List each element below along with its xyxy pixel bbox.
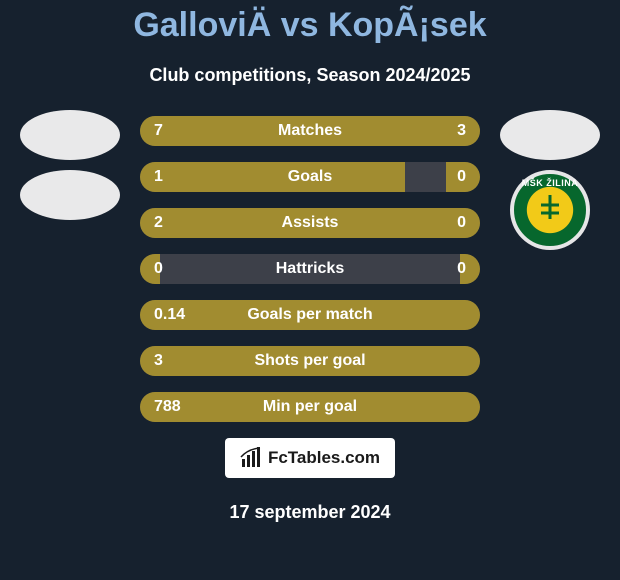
generated-date: 17 september 2024: [0, 502, 620, 523]
player-avatar-placeholder: [500, 110, 600, 160]
bar-row-matches: 7 Matches 3: [140, 116, 480, 146]
bar-label: Shots per goal: [140, 346, 480, 376]
badge-cross-icon: [535, 193, 565, 227]
comparison-infographic: GalloviÄ vs KopÃ¡sek Club competitions, …: [0, 0, 620, 580]
brand-text: FcTables.com: [268, 448, 380, 468]
bar-row-shots-per-goal: 3 Shots per goal: [140, 346, 480, 376]
bar-label: Assists: [140, 208, 480, 238]
brand-badge: FcTables.com: [225, 438, 395, 478]
comparison-bars: 7 Matches 3 1 Goals 0 2 Assists 0 0 Hatt…: [140, 116, 480, 422]
player-avatar-placeholder: [20, 170, 120, 220]
left-player-column: [10, 100, 130, 230]
bar-right-value: 0: [457, 162, 466, 192]
page-title: GalloviÄ vs KopÃ¡sek: [0, 0, 620, 45]
chart-bars-icon: [240, 447, 262, 469]
player-avatar-placeholder: [20, 110, 120, 160]
bar-label: Goals: [140, 162, 480, 192]
bar-label: Matches: [140, 116, 480, 146]
right-player-column: MŠK ŽILINA: [490, 100, 610, 260]
bar-right-value: 3: [457, 116, 466, 146]
bar-right-value: 0: [457, 208, 466, 238]
bar-label: Min per goal: [140, 392, 480, 422]
bar-row-goals-per-match: 0.14 Goals per match: [140, 300, 480, 330]
club-badge: MŠK ŽILINA: [510, 170, 590, 250]
club-badge-text: MŠK ŽILINA: [514, 178, 586, 188]
page-subtitle: Club competitions, Season 2024/2025: [0, 65, 620, 86]
bar-row-hattricks: 0 Hattricks 0: [140, 254, 480, 284]
bar-label: Goals per match: [140, 300, 480, 330]
bar-row-min-per-goal: 788 Min per goal: [140, 392, 480, 422]
bar-label: Hattricks: [140, 254, 480, 284]
bar-row-assists: 2 Assists 0: [140, 208, 480, 238]
bar-right-value: 0: [457, 254, 466, 284]
bar-row-goals: 1 Goals 0: [140, 162, 480, 192]
